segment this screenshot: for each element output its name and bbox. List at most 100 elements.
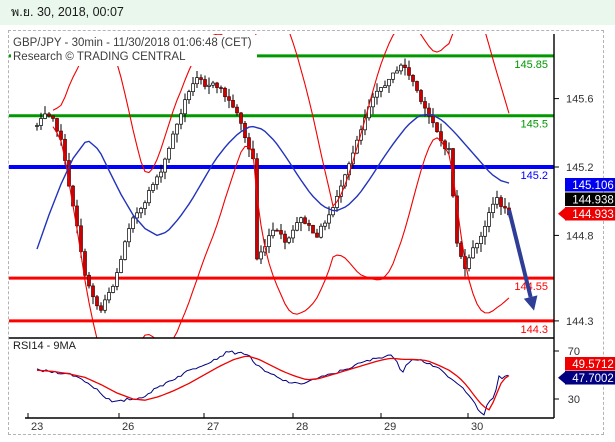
chart-title: GBP/JPY - 30min - 11/30/2018 01:06:48 (C…: [13, 37, 252, 49]
candle-body: [395, 70, 399, 74]
candle-body: [175, 123, 179, 135]
value-badge: 145.106: [565, 178, 615, 192]
candle-body: [471, 247, 475, 259]
candle-body: [279, 230, 283, 235]
badge-box: [565, 178, 615, 192]
level-label: 145.2: [520, 170, 548, 182]
candle-body: [291, 229, 295, 239]
price-tick-label: 144.8: [566, 230, 594, 242]
support-resistance-levels: 145.85 145.5 145.2 144.55 144.3: [9, 54, 554, 336]
badge-text: 144.938: [572, 195, 614, 207]
candle-body: [151, 184, 155, 191]
candle-body: [83, 251, 87, 276]
candle-body: [255, 158, 259, 260]
chart-container: 145.85 145.5 145.2 144.55 144.3 145.6 145.2 144…: [8, 30, 615, 435]
rsi-line: [36, 350, 509, 416]
candle-body: [447, 148, 451, 150]
trend-arrow-head: [523, 295, 538, 311]
candle-body: [487, 212, 491, 227]
day-tick-label: 27: [207, 421, 219, 433]
candle-body: [95, 296, 99, 307]
candle-body: [187, 91, 191, 101]
day-tick-label: 28: [296, 421, 308, 433]
candle-body: [451, 148, 455, 197]
candle-body: [435, 122, 439, 132]
candle-body: [107, 292, 111, 301]
price-rsi-chart: 145.85 145.5 145.2 144.55 144.3 145.6 145.2 144…: [9, 34, 615, 433]
candle-body: [39, 118, 43, 126]
day-tick-label: 30: [471, 421, 483, 433]
bollinger-bands: [52, 34, 510, 338]
candle-body: [135, 212, 139, 219]
chart-subtitle: Research © TRADING CENTRAL: [13, 51, 186, 63]
candle-body: [431, 115, 435, 124]
badges: 145.106 144.938 144.933 49.5712 47.7002: [558, 178, 615, 385]
day-tick-label: 23: [31, 421, 43, 433]
candle-body: [399, 64, 403, 72]
level-label: 145.85: [514, 59, 548, 71]
badge-box: [565, 207, 615, 221]
candle-body: [127, 228, 131, 243]
candle-body: [235, 106, 239, 114]
candle-body: [483, 225, 487, 237]
bollinger-upper: [52, 34, 510, 208]
candle-body: [267, 235, 271, 248]
candle-body: [259, 251, 263, 260]
candle-body: [167, 147, 171, 160]
badge-arrow: [558, 207, 566, 221]
candle-body: [403, 64, 407, 68]
candle-body: [407, 67, 411, 76]
candle-body: [303, 217, 307, 224]
candle-body: [475, 243, 479, 249]
rsi-tick-label: 30: [568, 394, 580, 406]
candle-body: [379, 87, 383, 92]
candle-body: [415, 81, 419, 91]
candle-body: [147, 190, 151, 204]
candle-body: [479, 235, 483, 244]
rsi-ma-line: [36, 355, 510, 411]
candle-body: [323, 222, 327, 227]
day-tick-label: 26: [122, 421, 134, 433]
level-label: 144.3: [520, 324, 548, 336]
candle-body: [223, 87, 227, 98]
candle-body: [111, 285, 115, 293]
candle-body: [491, 203, 495, 214]
badge-text: 49.5712: [572, 359, 614, 371]
candle-body: [207, 84, 211, 87]
badge-arrow: [558, 371, 566, 385]
candle-body: [387, 78, 391, 87]
candle-body: [391, 72, 395, 80]
day-tick-label: 29: [384, 421, 396, 433]
datetime-bar: พ.ย. 30, 2018, 00:07: [0, 0, 615, 25]
candle-body: [419, 90, 423, 102]
rsi-panel-label: RSI14 - 9MA: [13, 340, 76, 352]
candle-body: [427, 107, 431, 117]
candle-body: [47, 113, 51, 117]
level-label: 145.5: [520, 119, 548, 131]
candle-body: [159, 171, 163, 178]
candle-body: [287, 237, 291, 243]
price-tick-label: 145.6: [566, 94, 594, 106]
candle-body: [311, 225, 315, 234]
candle-body: [163, 158, 167, 173]
candle-body: [171, 133, 175, 149]
candle-body: [503, 206, 507, 209]
candle-body: [299, 217, 303, 223]
candle-body: [271, 229, 275, 237]
candle-body: [43, 113, 47, 119]
candle-body: [103, 299, 107, 311]
candle-body: [495, 197, 499, 205]
candle-body: [51, 115, 55, 119]
candle-body: [195, 77, 199, 85]
candle-body: [411, 74, 415, 82]
candle-body: [467, 257, 471, 269]
datetime-text: พ.ย. 30, 2018, 00:07: [11, 5, 124, 19]
badge-text: 47.7002: [572, 373, 614, 385]
candle-body: [199, 77, 203, 80]
candle-body: [307, 223, 311, 226]
candle-body: [123, 241, 127, 260]
axes: 145.6 145.2 144.8 144.3 70 30 23 26 27 28 29 30: [9, 34, 594, 433]
candle-body: [211, 82, 215, 86]
candle-body: [239, 112, 243, 124]
